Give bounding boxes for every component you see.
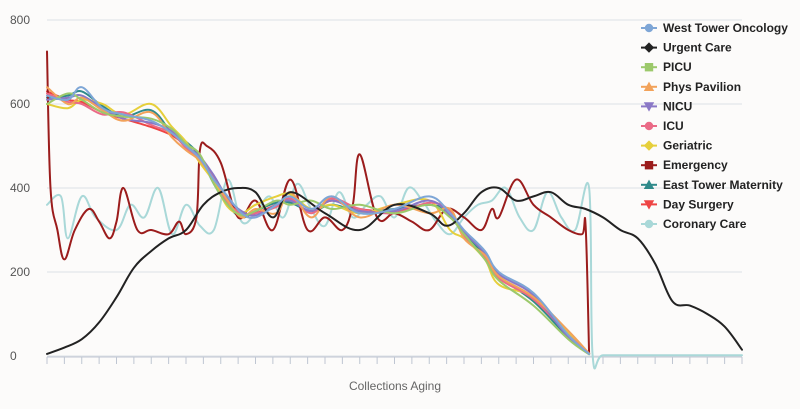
legend-marker bbox=[643, 102, 655, 112]
legend-label: Phys Pavilion bbox=[663, 80, 741, 94]
legend-marker bbox=[644, 63, 654, 72]
legend-marker bbox=[643, 140, 655, 151]
legend-marker bbox=[643, 81, 655, 91]
series-line bbox=[46, 178, 743, 370]
series-line bbox=[46, 86, 591, 355]
x-axis-title: Collections Aging bbox=[349, 379, 441, 393]
legend-label: Emergency bbox=[663, 158, 728, 172]
legend-item[interactable]: Phys Pavilion bbox=[641, 80, 741, 94]
legend-marker bbox=[643, 200, 655, 210]
legend-marker bbox=[644, 23, 654, 33]
legend-label: NICU bbox=[663, 99, 692, 113]
legend-item[interactable]: NICU bbox=[641, 99, 692, 113]
y-tick-label: 200 bbox=[10, 265, 30, 279]
legend-marker bbox=[644, 121, 654, 131]
legend-marker bbox=[643, 179, 655, 189]
grid-lines bbox=[47, 19, 742, 357]
legend-item[interactable]: PICU bbox=[641, 60, 692, 74]
series-line bbox=[46, 186, 743, 355]
legend-label: East Tower Maternity bbox=[663, 178, 783, 192]
legend-label: Geriatric bbox=[663, 139, 713, 153]
legend-item[interactable]: Urgent Care bbox=[641, 41, 732, 55]
legend-item[interactable]: Coronary Care bbox=[641, 217, 747, 231]
legend-item[interactable]: Emergency bbox=[641, 158, 728, 172]
plot-area bbox=[46, 50, 743, 370]
legend-item[interactable]: West Tower Oncology bbox=[641, 21, 788, 35]
y-tick-label: 600 bbox=[10, 97, 30, 111]
axes: 0 200 400 600 800 bbox=[10, 13, 743, 364]
y-tick-label: 400 bbox=[10, 181, 30, 195]
legend-label: PICU bbox=[663, 60, 692, 74]
legend-item[interactable]: Day Surgery bbox=[641, 197, 734, 211]
legend-item[interactable]: Geriatric bbox=[641, 139, 713, 153]
legend-marker bbox=[644, 161, 654, 170]
y-tick-label: 800 bbox=[10, 13, 30, 27]
y-tick-label: 0 bbox=[10, 349, 17, 363]
legend-marker bbox=[643, 42, 655, 53]
legend-item[interactable]: East Tower Maternity bbox=[641, 178, 783, 192]
legend-label: Urgent Care bbox=[663, 41, 732, 55]
legend-label: Coronary Care bbox=[663, 217, 747, 231]
legend-marker bbox=[644, 219, 654, 229]
legend-label: Day Surgery bbox=[663, 197, 734, 211]
series-line bbox=[46, 98, 591, 355]
legend-item[interactable]: ICU bbox=[641, 119, 684, 133]
legend-label: ICU bbox=[663, 119, 684, 133]
legend-label: West Tower Oncology bbox=[663, 21, 788, 35]
legend: West Tower Oncology Urgent Care PICU Phys P… bbox=[641, 21, 788, 231]
